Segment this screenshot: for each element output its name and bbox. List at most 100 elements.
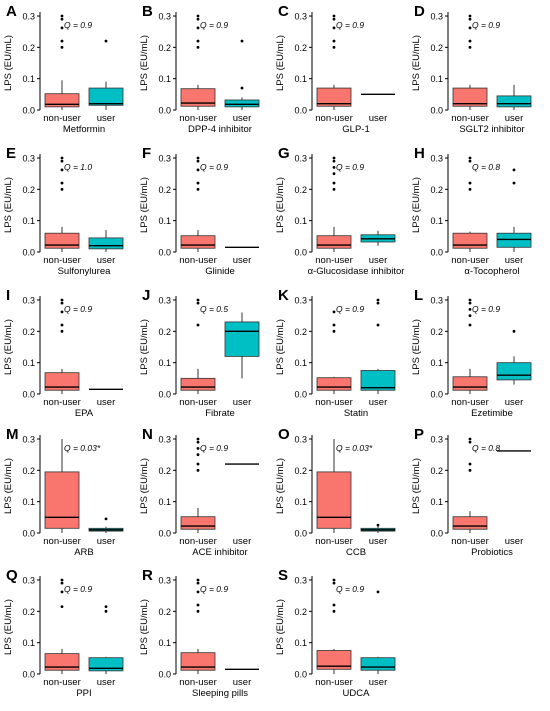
y-tick-label: 0.0 xyxy=(22,248,35,258)
y-tick-label: 0.1 xyxy=(22,497,35,507)
x-tick-label: non-user xyxy=(43,536,81,547)
outlier-point xyxy=(512,329,516,333)
q-value-label: Q = 0.9 xyxy=(336,162,364,172)
y-tick-label: 0.2 xyxy=(158,185,171,195)
panel-b: B 0.0 0.1 0.2 0.3 LPS (EU/mL) Q = 0.9 non-user u… xyxy=(139,3,260,135)
x-tick-label: non-user xyxy=(179,113,217,124)
y-axis-label: LPS (EU/mL) xyxy=(3,35,14,91)
panel-s: S 0.0 0.1 0.2 0.3 LPS (EU/mL) Q = 0.9 non-user u… xyxy=(275,567,396,699)
q-value-label: Q = 0.9 xyxy=(200,584,228,594)
y-axis-label: LPS (EU/mL) xyxy=(275,599,286,655)
outlier-point xyxy=(468,301,472,305)
y-axis-label: LPS (EU/mL) xyxy=(3,177,14,233)
y-tick-label: 0.0 xyxy=(22,529,35,539)
y-tick-label: 0.0 xyxy=(430,529,443,539)
y-tick-label: 0.2 xyxy=(22,43,35,53)
outlier-point xyxy=(332,159,336,163)
y-tick-label: 0.0 xyxy=(430,390,443,400)
outlier-point xyxy=(196,168,200,172)
panel-a: A 0.0 0.1 0.2 0.3 LPS (EU/mL) Q = 0.9 non-user u… xyxy=(3,3,124,135)
box-iqr xyxy=(360,370,396,391)
y-tick-label: 0.0 xyxy=(430,106,443,116)
box-iqr xyxy=(316,235,352,249)
x-tick-label: user xyxy=(97,536,115,547)
y-tick-label: 0.1 xyxy=(158,216,171,226)
x-tick-label: user xyxy=(369,397,387,408)
box-iqr xyxy=(360,657,396,671)
outlier-point xyxy=(60,301,64,305)
y-tick-label: 0.2 xyxy=(430,327,443,337)
box-iqr xyxy=(44,372,80,391)
box-iqr xyxy=(180,652,216,671)
outlier-point xyxy=(468,14,472,18)
x-tick-label: non-user xyxy=(451,113,489,124)
box-iqr xyxy=(224,99,260,108)
box-user xyxy=(360,590,396,674)
y-tick-label: 0.1 xyxy=(158,74,171,84)
x-tick-label: non-user xyxy=(451,255,489,266)
box-non-user xyxy=(180,578,216,674)
outlier-point xyxy=(196,609,200,613)
y-tick-label: 0.3 xyxy=(294,154,307,164)
x-tick-label: non-user xyxy=(451,536,489,547)
outlier-point xyxy=(468,17,472,21)
outlier-point xyxy=(196,437,200,441)
outlier-point xyxy=(332,26,336,30)
y-tick-label: 0.3 xyxy=(22,12,35,22)
y-tick-label: 0.1 xyxy=(294,638,307,648)
box-non-user xyxy=(316,14,352,110)
y-tick-label: 0.1 xyxy=(158,358,171,368)
box-iqr xyxy=(180,377,216,391)
y-tick-label: 0.3 xyxy=(430,154,443,164)
outlier-point xyxy=(468,181,472,185)
outlier-point xyxy=(196,462,200,466)
outlier-point xyxy=(332,156,336,160)
y-axis-label: LPS (EU/mL) xyxy=(411,319,422,375)
panel-f: F 0.0 0.1 0.2 0.3 LPS (EU/mL) Q = 0.9 non-user u… xyxy=(139,145,259,277)
panel-l: L 0.0 0.1 0.2 0.3 LPS (EU/mL) Q = 0.9 non-user u… xyxy=(411,287,532,419)
x-tick-label: user xyxy=(369,536,387,547)
box-iqr xyxy=(44,653,80,671)
outlier-point xyxy=(196,187,200,191)
box-non-user xyxy=(316,156,352,252)
y-tick-label: 0.0 xyxy=(294,670,307,680)
box-iqr xyxy=(496,95,532,108)
q-value-label: Q = 0.9 xyxy=(472,20,500,30)
panel-letter: J xyxy=(142,287,150,304)
x-axis-label: GLP-1 xyxy=(342,124,369,135)
x-axis-label: SGLT2 inhibitor xyxy=(459,124,524,135)
outlier-point xyxy=(196,181,200,185)
box-non-user xyxy=(452,156,488,252)
panel-letter: H xyxy=(414,145,425,162)
box-user xyxy=(360,230,396,246)
outlier-point xyxy=(196,301,200,305)
y-tick-label: 0.2 xyxy=(158,327,171,337)
outlier-point xyxy=(60,14,64,18)
x-tick-label: user xyxy=(233,536,251,547)
box-user xyxy=(360,298,396,394)
q-value-label: Q = 0.8 xyxy=(472,443,500,453)
box-non-user xyxy=(452,437,488,533)
x-tick-label: user xyxy=(505,255,523,266)
y-tick-label: 0.2 xyxy=(158,607,171,617)
box-non-user xyxy=(44,156,80,252)
x-tick-label: non-user xyxy=(315,397,353,408)
box-iqr xyxy=(180,88,216,107)
outlier-point xyxy=(196,14,200,18)
panel-j: J 0.0 0.1 0.2 0.3 LPS (EU/mL) Q = 0.5 non-user u… xyxy=(139,287,260,419)
box-non-user xyxy=(452,298,488,394)
outlier-point xyxy=(196,39,200,43)
box-iqr xyxy=(452,87,488,107)
x-tick-label: user xyxy=(369,113,387,124)
x-tick-label: user xyxy=(369,255,387,266)
outlier-point xyxy=(60,605,64,609)
outlier-point xyxy=(332,609,336,613)
y-axis-label: LPS (EU/mL) xyxy=(139,599,150,655)
x-tick-label: non-user xyxy=(315,113,353,124)
panel-o: O 0.0 0.1 0.2 0.3 LPS (EU/mL) Q = 0.03* non-use… xyxy=(275,426,396,558)
box-non-user xyxy=(180,298,216,394)
y-tick-label: 0.1 xyxy=(294,216,307,226)
x-axis-label: Metformin xyxy=(63,124,105,135)
y-tick-label: 0.3 xyxy=(294,435,307,445)
x-axis-label: Statin xyxy=(344,408,368,419)
